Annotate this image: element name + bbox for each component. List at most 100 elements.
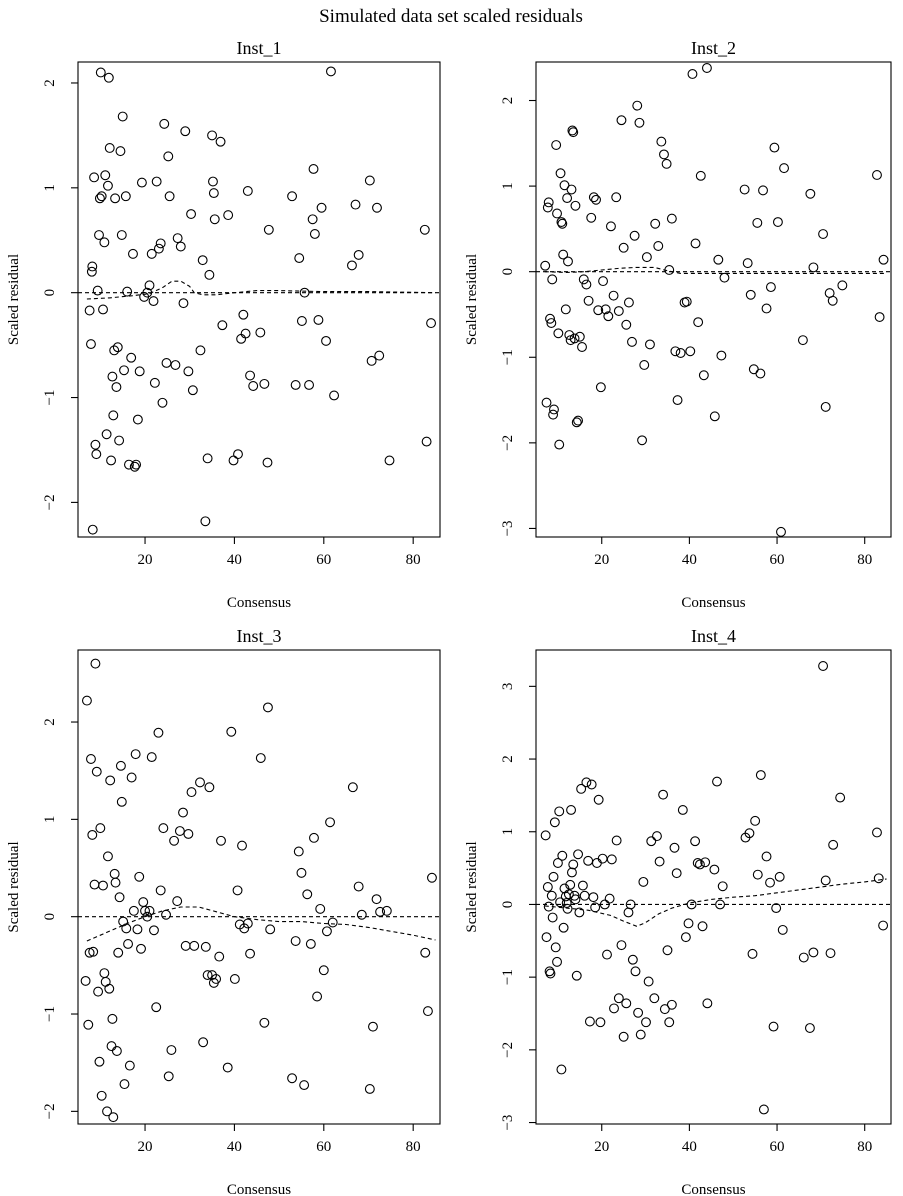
data-point xyxy=(136,177,147,188)
data-point xyxy=(566,867,577,878)
data-point xyxy=(242,186,253,196)
data-point xyxy=(675,348,686,358)
data-point xyxy=(549,817,560,828)
data-point xyxy=(186,787,197,798)
data-point xyxy=(421,436,432,447)
data-point xyxy=(765,877,775,888)
data-point xyxy=(593,794,604,805)
data-point xyxy=(750,815,761,826)
data-point xyxy=(296,867,307,878)
data-point xyxy=(138,897,149,908)
data-point xyxy=(629,230,640,241)
data-point xyxy=(347,260,357,271)
data-point xyxy=(552,208,562,219)
data-point xyxy=(128,905,139,916)
data-point xyxy=(571,417,582,428)
data-point xyxy=(661,158,672,169)
data-point xyxy=(222,1062,233,1073)
data-point xyxy=(563,256,573,267)
data-point xyxy=(384,455,395,466)
data-point xyxy=(117,111,128,122)
data-point xyxy=(115,146,126,157)
data-point xyxy=(652,831,662,842)
y-axis-label: Scaled residual xyxy=(6,841,22,932)
data-point xyxy=(693,317,704,328)
data-point xyxy=(552,858,563,868)
data-point xyxy=(374,350,385,361)
data-point xyxy=(755,368,766,379)
data-point xyxy=(804,1023,815,1033)
data-point xyxy=(229,974,240,984)
data-point xyxy=(327,917,338,928)
data-point xyxy=(874,312,885,322)
data-point xyxy=(548,409,559,420)
data-point xyxy=(776,526,786,537)
data-point xyxy=(761,303,772,314)
data-point xyxy=(659,149,669,160)
data-point xyxy=(84,947,95,958)
y-tick-label: 2 xyxy=(500,97,516,105)
data-point xyxy=(586,779,597,790)
data-point xyxy=(93,986,104,997)
data-point xyxy=(687,69,698,79)
data-point xyxy=(598,276,609,287)
data-point xyxy=(178,298,189,309)
x-tick-label: 60 xyxy=(316,1139,331,1155)
data-point xyxy=(878,254,889,265)
x-axis-label: Consensus xyxy=(227,595,291,611)
data-point xyxy=(178,807,188,818)
data-point xyxy=(92,285,103,296)
data-point xyxy=(835,792,846,803)
data-point xyxy=(570,200,581,211)
y-tick-label: 0 xyxy=(500,901,516,909)
data-point xyxy=(202,453,213,464)
data-point xyxy=(602,949,612,960)
data-point xyxy=(104,983,115,994)
x-tick-label: 80 xyxy=(406,1139,421,1155)
data-point xyxy=(144,280,155,291)
y-tick-label: −3 xyxy=(500,1115,516,1131)
data-point xyxy=(161,357,172,368)
data-point xyxy=(110,193,121,204)
y-tick-label: 1 xyxy=(500,828,516,836)
data-point xyxy=(217,320,228,331)
data-point xyxy=(583,855,594,866)
x-tick-label: 60 xyxy=(770,1139,785,1155)
data-point xyxy=(742,258,753,269)
data-point xyxy=(371,894,382,905)
data-point xyxy=(422,1006,433,1017)
data-point xyxy=(95,823,106,834)
data-point xyxy=(111,382,122,393)
x-tick-label: 80 xyxy=(406,552,421,568)
data-point xyxy=(739,184,750,195)
data-point xyxy=(146,752,157,763)
data-point xyxy=(680,932,691,943)
data-point xyxy=(159,118,170,129)
data-point xyxy=(87,261,98,272)
y-tick-label: 1 xyxy=(500,182,516,190)
data-point xyxy=(761,851,772,862)
data-point xyxy=(180,940,191,951)
data-point xyxy=(542,202,553,213)
data-point xyxy=(163,151,174,162)
data-point xyxy=(89,879,100,890)
data-point xyxy=(777,924,788,935)
y-axis-label: Scaled residual xyxy=(6,254,22,345)
data-point xyxy=(325,817,336,828)
data-point xyxy=(236,333,247,344)
data-point xyxy=(129,461,140,472)
data-point xyxy=(290,936,301,946)
data-point xyxy=(646,836,657,847)
data-point xyxy=(90,658,101,669)
data-point xyxy=(419,224,430,235)
y-tick-label: 0 xyxy=(500,268,516,276)
data-point xyxy=(81,695,92,706)
data-point xyxy=(149,377,160,388)
data-point xyxy=(690,238,701,249)
data-point xyxy=(309,832,319,843)
data-point xyxy=(669,842,680,853)
data-point xyxy=(686,899,697,910)
data-point xyxy=(659,1004,670,1015)
data-point xyxy=(563,889,574,900)
